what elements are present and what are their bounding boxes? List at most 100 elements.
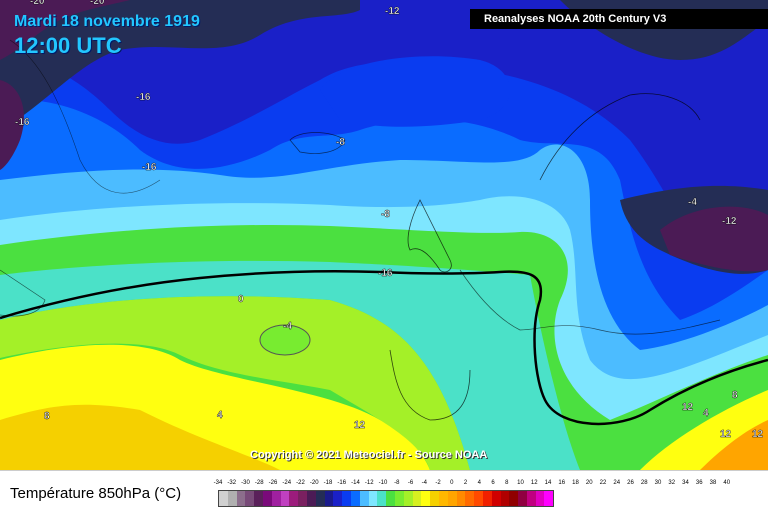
copyright-text: Copyright © 2021 Meteociel.fr - Source N… (250, 449, 488, 461)
contour-label: 12 (720, 429, 732, 440)
legend-tick: -28 (254, 480, 264, 486)
legend-swatch (342, 491, 351, 506)
legend-swatch (412, 491, 422, 506)
legend-tick: 10 (517, 480, 524, 486)
legend-title: Température 850hPa (°C) (10, 485, 182, 502)
coastline-britain (407, 199, 452, 273)
legend-tick: 2 (463, 480, 468, 486)
field-gold (0, 404, 280, 470)
field-aqua (0, 260, 580, 470)
contour-label: 4 (217, 410, 223, 421)
contour-label: -12 (385, 6, 400, 17)
contour-label: -20 (30, 0, 45, 7)
field-very-cold-west (0, 80, 24, 170)
field-arctic-tongue (320, 56, 510, 127)
legend-swatch (482, 491, 492, 506)
legend-swatch (219, 491, 228, 506)
coastline-newfoundland (0, 269, 46, 317)
contour-label: -8 (381, 209, 390, 220)
legend-swatch (518, 491, 527, 506)
map-time: 12:00 UTC (14, 33, 122, 58)
legend-swatch (324, 491, 334, 506)
legend-swatch (333, 491, 343, 506)
legend-tick: -26 (268, 480, 278, 486)
legend-swatch (491, 491, 501, 506)
legend-swatch (227, 491, 237, 506)
legend-swatch (535, 491, 545, 506)
legend-tick: -22 (296, 480, 305, 486)
legend-tick: 38 (709, 480, 717, 486)
legend-tick: 22 (599, 480, 607, 486)
legend-swatch (315, 491, 325, 506)
legend-tick: 24 (613, 480, 621, 486)
legend-swatch (289, 491, 299, 506)
legend-swatch (271, 491, 281, 506)
coastline-scandinavia (539, 93, 701, 181)
legend-tick: 14 (544, 480, 552, 486)
legend-tick: 28 (640, 480, 648, 486)
map-canvas: -20 -20 -12 -16 -16 -16 -8 -8 -4 -12 -16 0 -4 4 8 12 12 4… (0, 0, 768, 470)
legend-ticks: -34 -32 -30 -28 -26 -24 -22 -20 -18 -16 -14 -12 -10-… (214, 480, 755, 490)
contour-label: 12 (354, 420, 366, 431)
field-deep-blue (0, 0, 768, 264)
legend-tick: 40 (723, 480, 731, 486)
legend-swatches (218, 490, 555, 507)
legend-swatch (509, 491, 519, 506)
legend-tick: 36 (695, 480, 703, 486)
legend-tick: 8 (505, 480, 509, 486)
legend-tick: -10 (378, 480, 388, 486)
legend-swatch (280, 491, 290, 506)
legend-swatch (386, 491, 395, 506)
legend-swatch (298, 491, 307, 506)
legend-tick: -32 (227, 480, 237, 486)
legend-tick: -30 (241, 480, 250, 486)
contour-label: 0 (238, 294, 244, 305)
field-navy (0, 0, 360, 130)
contour-label: 8 (732, 390, 738, 401)
contour-labels: -20 -20 -12 -16 -16 -16 -8 -8 -4 -12 -16 0 -4 4 8 12 12 4… (15, 0, 764, 440)
legend-swatch (262, 491, 272, 506)
legend-tick: 34 (682, 480, 689, 486)
contour-label: -20 (90, 0, 105, 7)
contour-label: 8 (44, 411, 50, 422)
legend-tick: 32 (668, 480, 676, 486)
contour-label: -16 (136, 92, 151, 103)
contour-4-island (259, 324, 311, 356)
legend-tick: -14 (351, 480, 360, 486)
field-lime (0, 296, 470, 470)
legend-tick: 0 (450, 480, 454, 486)
legend-swatch (421, 491, 431, 506)
temperature-map: -20 -20 -12 -16 -16 -16 -8 -8 -4 -12 -16 0 -4 4 8 12 12 4… (0, 0, 768, 470)
legend-swatch (359, 491, 369, 506)
legend-tick: -24 (282, 480, 292, 486)
contour-label: -8 (336, 137, 345, 148)
field-se-orange (700, 420, 768, 470)
legend-tick: -2 (435, 480, 441, 486)
legend-swatch (403, 491, 413, 506)
legend-swatch (500, 491, 510, 506)
contour-label: 12 (752, 429, 764, 440)
legend-tick: -16 (337, 480, 347, 486)
legend-swatch (368, 491, 378, 506)
legend-tick: 6 (491, 480, 495, 486)
map-date: Mardi 18 novembre 1919 (14, 13, 200, 30)
field-very-cold (0, 0, 130, 60)
legend-tick: -4 (421, 480, 427, 486)
contour-label: -16 (15, 117, 30, 128)
legend-swatch (245, 491, 255, 506)
legend-swatch (377, 491, 387, 506)
legend-swatch (306, 491, 316, 506)
legend-tick: -20 (309, 480, 319, 486)
legend-tick: 20 (585, 480, 593, 486)
coastline-iberia (389, 349, 471, 421)
legend-tick: 18 (572, 480, 579, 486)
contour-label: -16 (378, 268, 393, 279)
contour-label: -16 (142, 162, 157, 173)
coastline-greenland (9, 39, 161, 194)
legend-tick: 12 (530, 480, 538, 486)
legend-swatch (447, 491, 457, 506)
contour-label: -12 (722, 216, 737, 227)
legend-swatch (456, 491, 466, 506)
legend-tick: 16 (558, 480, 566, 486)
